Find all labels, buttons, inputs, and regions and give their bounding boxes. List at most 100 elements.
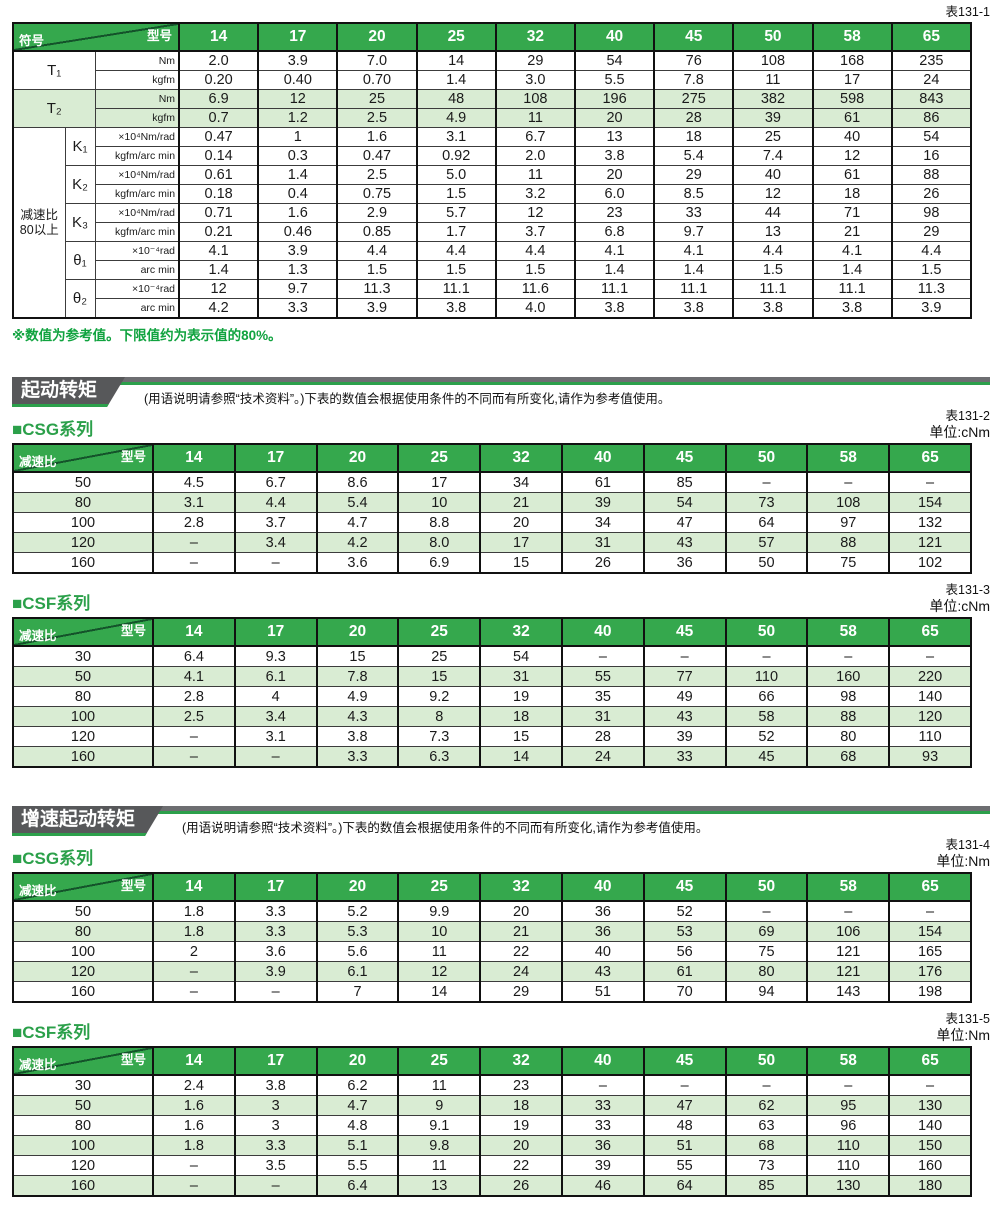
value-cell: 11 [494,165,576,185]
table-row: K₂ ×10⁴Nm/rad 0.61 1.4 2.5 5.0 11 20 29 40 61 88 [13,165,972,204]
value-cell: 0.40 [257,70,338,90]
model-header-cell: 32 [494,22,576,52]
ratio-cell: 30 [12,645,154,667]
value-cell: 1.5 [336,260,418,280]
value-cell: 3.9 [257,50,338,71]
model-header-cell: 25 [397,443,482,473]
value-cell: 80 [806,726,890,747]
section-description: (用语说明请参照“技术资料”。)下表的数值会根据使用条件的不同而有所变化,请作为… [144,392,671,406]
value-cell: 9.7 [653,222,734,242]
value-cell: 5.3 [315,921,399,942]
value-cell: 4.7 [315,1095,399,1116]
value-cell: – [888,471,972,493]
value-cell: 49 [642,686,727,707]
value-cell: 11 [494,108,576,128]
value-cell: – [888,645,972,667]
corner-cell: 型号 减速比 [12,617,154,647]
section-description: (用语说明请参照“技术资料”。)下表的数值会根据使用条件的不同而有所变化,请作为… [182,821,709,835]
value-cell: – [724,1074,808,1096]
value-cell: 165 [888,941,972,962]
value-cell: 6.2 [315,1074,399,1096]
value-cell: 0.47 [178,127,259,147]
header-row: 型号 符号 14 17 20 25 32 40 45 50 58 65 [11,22,973,52]
value-cell: 3.7 [494,222,576,242]
value-cell: 58 [724,706,808,727]
table-row: 80 2.8 4 4.9 9.2 19 35 49 66 98 140 [12,686,972,707]
value-cell: 0.71 [178,203,259,223]
value-cell: 77 [642,666,727,687]
value-cell: – [806,645,890,667]
value-cell: 15 [479,552,563,574]
model-header-cell: 65 [890,22,973,52]
value-cell: 94 [724,981,808,1003]
value-cell: 6.4 [152,645,236,667]
value-cell: 9.8 [397,1135,481,1156]
catalog-page: 表131-1 型号 符号 14 17 20 25 32 40 45 50 58 65 T₁ Nm … [11,5,990,1197]
unit-cell: arc min [94,298,180,319]
table3-tag: 表131-3 [945,583,990,597]
value-cell: 20 [573,108,655,128]
corner-cell: 型号 减速比 [12,1046,154,1076]
backdriving-torque-csf-table: 型号 减速比 14 17 20 25 32 40 45 50 58 65 30 2.4 3.8 6.2 1… [12,1046,972,1197]
value-cell: 36 [642,552,727,574]
value-cell: 2 [152,941,236,962]
series-heading-csg: ■CSG系列 [12,849,94,868]
value-cell: 3.3 [315,746,399,768]
value-cell: 110 [806,1155,890,1176]
table-labels: 表131-5 单位:Nm [936,1012,990,1043]
model-header-cell: 45 [642,1046,727,1076]
model-header-cell: 20 [315,872,400,902]
ratio-cell: 80 [12,492,154,513]
value-cell: 12 [732,184,814,204]
value-cell: 5.4 [315,492,399,513]
corner-top-label: 型号 [120,450,146,464]
value-cell: 5.6 [315,941,399,962]
value-cell: 31 [479,666,563,687]
value-cell: 0.46 [257,222,338,242]
ratio-cell: 50 [12,471,154,493]
value-cell: 0.61 [178,165,259,185]
model-header-cell: 20 [336,22,418,52]
value-cell: 20 [573,165,655,185]
starting-torque-csf-table: 型号 减速比 14 17 20 25 32 40 45 50 58 65 30 6.4 9.3 15 25… [12,617,972,768]
value-cell: 14 [415,50,497,71]
value-cell: 4 [233,686,318,707]
value-cell: 6.1 [233,666,318,687]
symbol-cell: T₂ [12,89,96,128]
value-cell: 45 [724,746,808,768]
table-row: θ₁ ×10⁻⁴rad 4.1 3.9 4.4 4.4 4.4 4.1 4.1 4.4 4.1 4… [13,241,972,280]
value-cell: 35 [560,686,645,707]
value-cell: 61 [811,165,893,185]
model-header-cell: 58 [806,872,891,902]
ratio-cell: 100 [12,512,154,533]
corner-side-label: 符号 [19,34,45,48]
value-cell: 4.4 [415,241,497,261]
table5-tag: 表131-5 [945,1012,990,1026]
value-cell: – [233,1175,318,1197]
ratio-cell: 100 [12,706,154,727]
table-row: 100 2 3.6 5.6 11 22 40 56 75 121 165 [12,941,972,962]
value-cell: 3.9 [890,298,972,319]
value-cell: 2.4 [152,1074,236,1096]
table2-unit: 单位:cNm [929,424,990,440]
value-cell: 66 [724,686,808,707]
value-cell: 40 [811,127,893,147]
value-cell: 5.7 [415,203,497,223]
value-cell: 4.0 [494,298,576,319]
value-cell: 69 [724,921,808,942]
model-header-cell: 65 [888,617,972,647]
value-cell: 22 [479,1155,563,1176]
value-cell: 2.5 [336,165,418,185]
value-cell: 29 [479,981,563,1003]
backdriving-torque-csg-table: 型号 减速比 14 17 20 25 32 40 45 50 58 65 50 1.8 3.3 5.2 9… [12,872,972,1003]
symbol-cell: θ₂ [64,279,96,319]
value-cell: 108 [494,89,576,109]
value-cell: 196 [573,89,655,109]
value-cell: 54 [890,127,972,147]
value-cell: 3.9 [233,961,318,982]
model-header-cell: 58 [806,1046,891,1076]
symbol-cell: T₁ [12,50,96,90]
value-cell: 2.8 [152,512,236,533]
model-header-cell: 40 [560,617,645,647]
value-cell: 0.20 [178,70,259,90]
